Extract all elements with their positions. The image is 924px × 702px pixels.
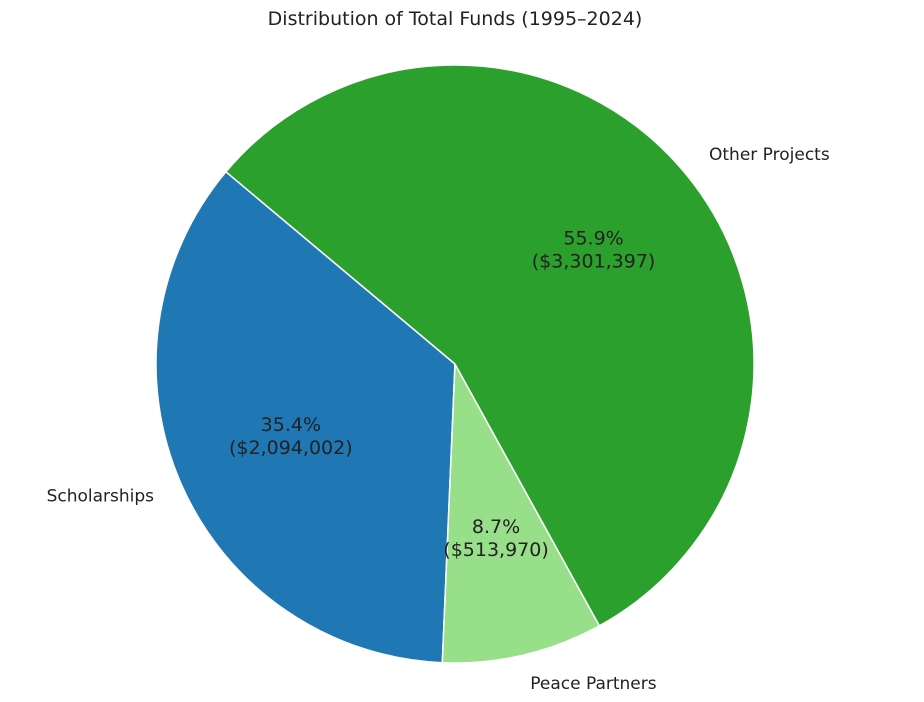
slice-label: Scholarships bbox=[47, 487, 155, 507]
slice-value-label: ($2,094,002) bbox=[229, 437, 353, 459]
slice-label: Other Projects bbox=[709, 145, 830, 165]
slice-label: Peace Partners bbox=[530, 674, 657, 694]
pie-slice-scholarships bbox=[155, 170, 456, 664]
slice-percent-label: 35.4% bbox=[261, 414, 321, 436]
pie-slice-peace-partners bbox=[441, 361, 601, 664]
slice-percent-label: 55.9% bbox=[563, 228, 623, 250]
pie-slice-other-projects bbox=[224, 64, 755, 627]
slice-value-label: ($513,970) bbox=[443, 539, 548, 561]
slice-value-label: ($3,301,397) bbox=[532, 251, 656, 273]
chart-title: Distribution of Total Funds (1995–2024) bbox=[267, 8, 643, 30]
slice-percent-label: 8.7% bbox=[472, 516, 520, 538]
pie-slices bbox=[155, 64, 755, 664]
pie-labels: Scholarships 35.4%($2,094,002) Peace Partn… bbox=[47, 145, 830, 694]
